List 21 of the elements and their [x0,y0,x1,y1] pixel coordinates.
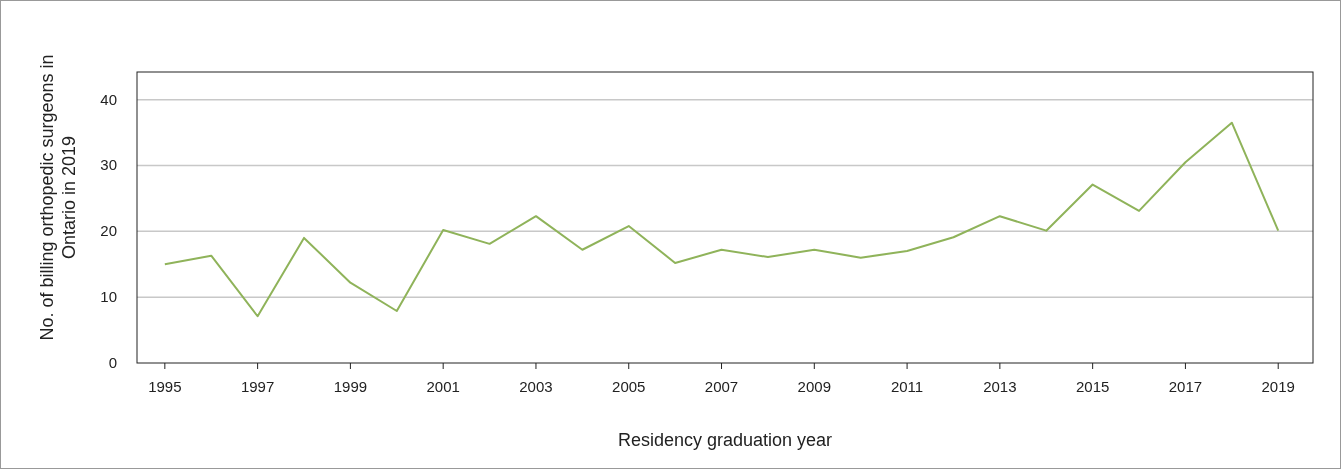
x-tick-label: 1997 [240,378,275,395]
y-tick-label: 40 [100,90,117,108]
x-tick-label: 2017 [1168,378,1203,395]
y-tick-label: 10 [100,288,117,306]
y-tick-label: 0 [108,354,117,371]
y-axis-title: No. of billing orthopedic surgeons in Ontario in 2019 [36,53,80,343]
x-tick-label: 2015 [1075,378,1110,395]
x-tick-label: 2019 [1261,378,1295,395]
x-axis-title: Residency graduation year [617,430,833,450]
x-tick-label: 1999 [333,378,368,395]
x-tick-label: 2005 [612,378,646,395]
x-tick-label: 2001 [426,378,460,395]
x-tick-label: 2009 [797,378,831,395]
x-tick-label: 1995 [148,378,182,395]
x-tick-label: 2007 [704,378,739,395]
x-tick-label: 2011 [890,378,924,395]
x-tick-label: 2003 [519,378,553,395]
line-series [163,121,1280,318]
y-tick-label: 30 [100,156,117,174]
y-tick-label: 20 [100,222,117,240]
x-tick-label: 2013 [983,378,1017,395]
